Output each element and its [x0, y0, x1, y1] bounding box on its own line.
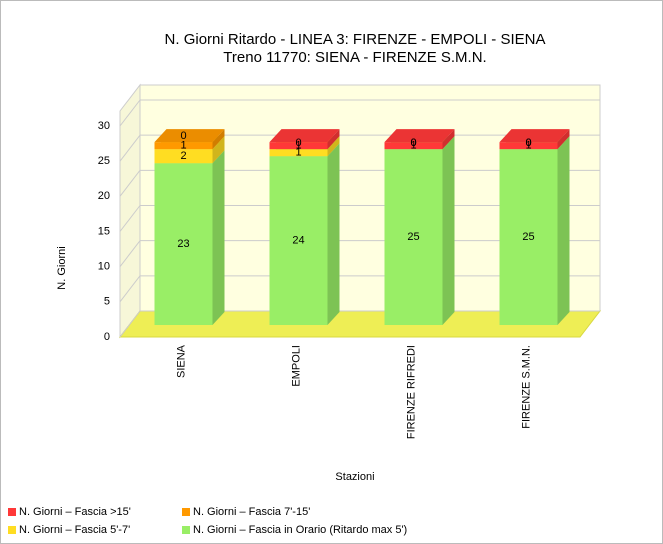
y-tick-label: 5 — [104, 296, 110, 308]
bar-side — [212, 129, 225, 150]
legend-label: N. Giorni – Fascia 7'-15' — [193, 506, 310, 518]
value-label: 0 — [410, 137, 416, 149]
bar-side — [442, 136, 455, 325]
grid-line — [119, 99, 141, 127]
bar-side — [557, 129, 570, 150]
value-label: 2 — [180, 150, 186, 162]
bar-top — [154, 129, 225, 143]
value-label: 1 — [410, 140, 416, 152]
bar-segment — [499, 142, 558, 150]
bar-segment — [269, 142, 328, 150]
y-tick-label: 10 — [98, 261, 110, 273]
x-axis-title: Stazioni — [335, 471, 374, 483]
grid-line — [119, 310, 141, 338]
legend-label: N. Giorni – Fascia 5'-7' — [19, 524, 130, 536]
legend-marker — [182, 508, 190, 516]
bar-segment — [384, 149, 443, 325]
y-tick-label: 25 — [98, 155, 110, 167]
legend-label: N. Giorni – Fascia >15' — [19, 506, 131, 518]
value-label: 0 — [525, 137, 531, 149]
chart-subtitle: Treno 11770: SIENA - FIRENZE S.M.N. — [223, 49, 486, 66]
x-tick-label: EMPOLI — [290, 345, 302, 387]
bar-top — [384, 129, 455, 143]
bar-segment — [499, 149, 558, 325]
grid-line — [119, 240, 141, 267]
value-label: 25 — [407, 231, 419, 243]
grid-line — [119, 275, 141, 303]
chart-title: N. Giorni Ritardo - LINEA 3: FIRENZE - E… — [165, 31, 546, 48]
bar-side — [212, 150, 225, 325]
bar-segment — [269, 149, 328, 157]
y-tick-label: 0 — [104, 331, 110, 343]
y-tick-label: 20 — [98, 190, 110, 202]
bar-side — [327, 143, 340, 325]
x-tick-label: FIRENZE RIFREDI — [405, 345, 417, 439]
bar-side — [327, 129, 340, 150]
bar-top — [499, 129, 570, 143]
bar-top — [269, 129, 340, 143]
grid-line — [119, 205, 141, 232]
legend-label: N. Giorni – Fascia in Orario (Ritardo ma… — [193, 524, 407, 536]
value-label: 23 — [177, 238, 189, 250]
value-label: 1 — [180, 140, 186, 152]
bar-side — [212, 136, 225, 164]
bar-side — [557, 136, 570, 325]
legend-marker — [8, 526, 16, 534]
legend-marker — [182, 526, 190, 534]
value-label: 0 — [180, 130, 186, 142]
grid-line — [119, 134, 141, 162]
bar-side — [327, 136, 340, 157]
bar-segment — [384, 142, 443, 150]
x-tick-label: SIENA — [175, 344, 187, 378]
x-tick-label: FIRENZE S.M.N. — [520, 345, 532, 429]
value-label: 0 — [410, 137, 416, 149]
grid-line — [119, 170, 141, 197]
y-axis-title: N. Giorni — [56, 246, 68, 289]
value-label: 1 — [295, 147, 301, 159]
value-label: 1 — [525, 140, 531, 152]
value-label: 0 — [525, 137, 531, 149]
bar-segment — [154, 142, 213, 150]
bar-side — [442, 129, 455, 150]
value-label: 25 — [522, 231, 534, 243]
y-tick-label: 15 — [98, 225, 110, 237]
bar-segment — [269, 156, 328, 325]
bar-segment — [154, 149, 213, 164]
bar-segment — [154, 163, 213, 325]
value-label: 1 — [295, 140, 301, 152]
legend-marker — [8, 508, 16, 516]
value-label: 24 — [292, 235, 304, 247]
y-tick-label: 30 — [98, 120, 110, 132]
value-label: 0 — [295, 137, 301, 149]
